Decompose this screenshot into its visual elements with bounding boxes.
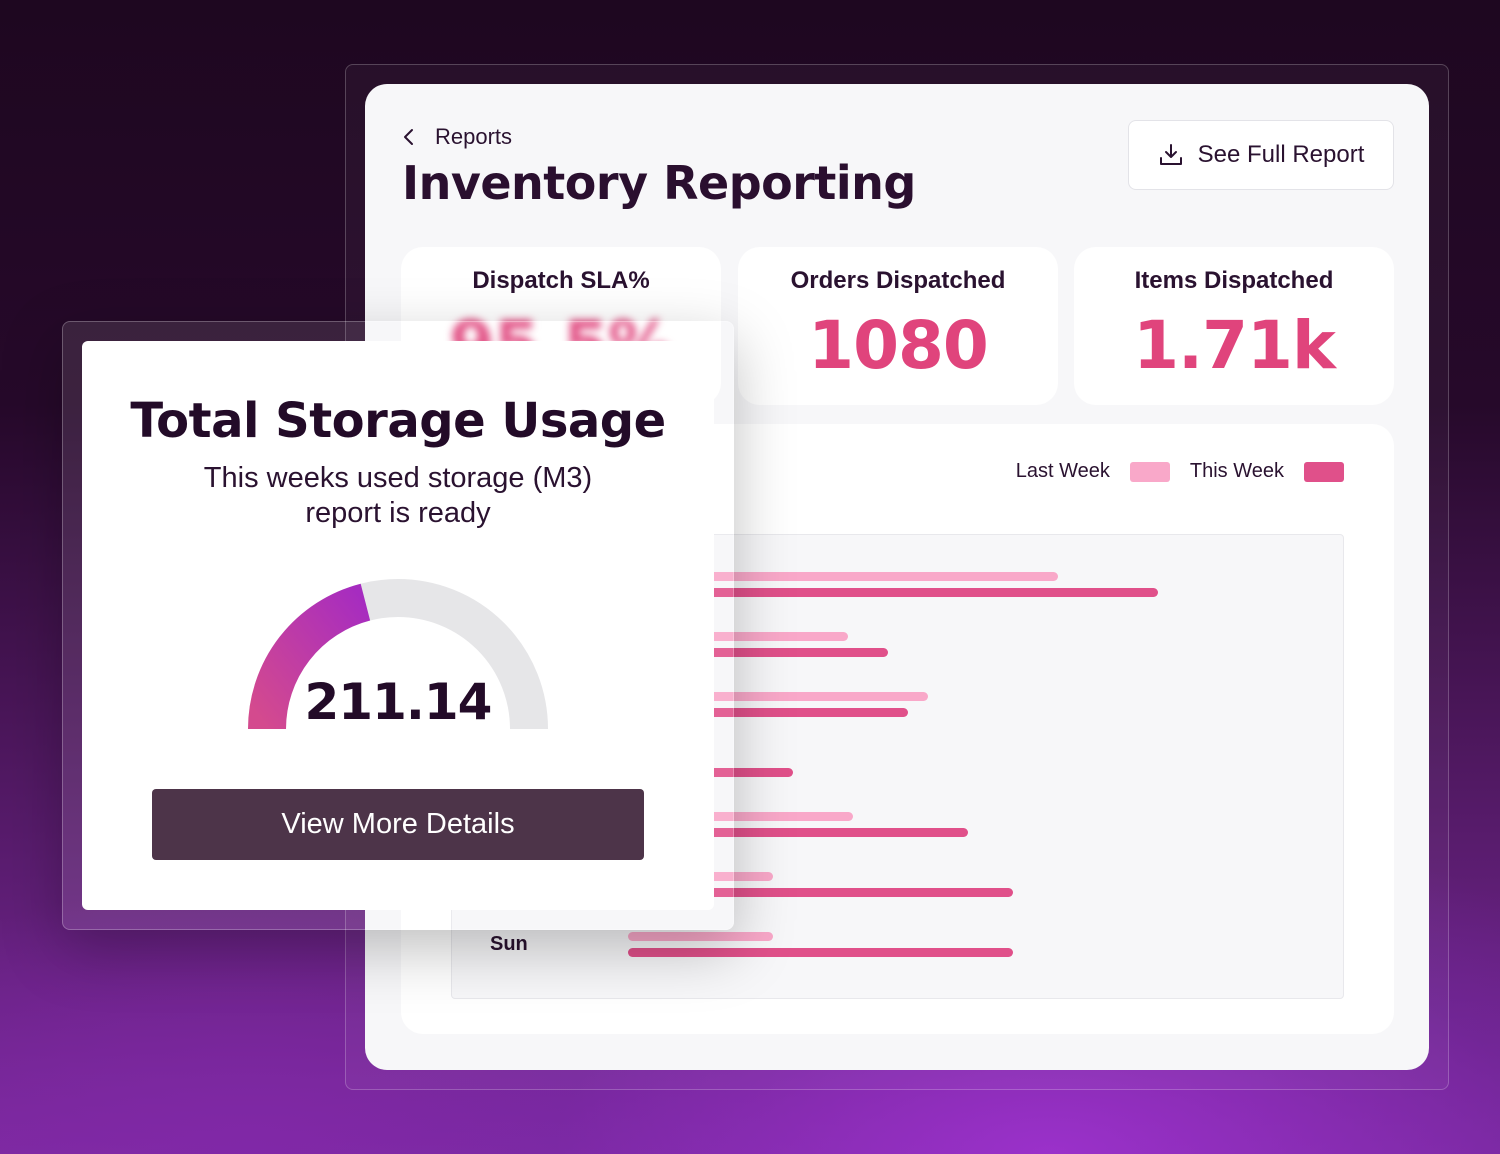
breadcrumb-label: Reports <box>435 124 513 149</box>
chart-legend: Last Week This Week <box>1016 460 1344 483</box>
breadcrumb[interactable]: Reports <box>401 124 512 150</box>
kpi-label: Items Dispatched <box>1134 267 1334 294</box>
kpi-value: 1080 <box>808 307 989 384</box>
bar-last-week-mon <box>628 572 1058 581</box>
kpi-value: 1.71k <box>1133 307 1336 384</box>
storage-gauge <box>248 579 548 730</box>
bar-this-week-fri <box>628 828 968 837</box>
download-icon <box>1159 144 1182 165</box>
page-title: Inventory Reporting <box>402 156 916 210</box>
bar-this-week-wed <box>628 708 908 717</box>
bar-this-week-sun <box>628 948 1013 957</box>
legend-swatch-this-week <box>1304 461 1344 482</box>
kpi-orders-dispatched: Orders Dispatched 1080 <box>738 247 1058 405</box>
gauge-value: 211.14 <box>304 673 493 731</box>
kpi-items-dispatched: Items Dispatched 1.71k <box>1074 247 1394 405</box>
bar-last-week-wed <box>628 692 928 701</box>
bar-this-week-sat <box>628 888 1013 897</box>
category-label-sun: Sun <box>490 933 528 955</box>
view-more-details-button[interactable]: View More Details <box>152 789 644 860</box>
legend-label-last-week: Last Week <box>1015 460 1110 482</box>
chevron-left-icon <box>404 129 413 145</box>
bar-last-week-tue <box>628 632 848 641</box>
bar-this-week-mon <box>628 588 1158 597</box>
kpi-label: Orders Dispatched <box>790 267 1006 294</box>
storage-usage-card: Total Storage Usage This weeks used stor… <box>82 341 714 910</box>
bar-last-week-sun <box>628 932 773 941</box>
see-full-report-button[interactable]: See Full Report <box>1128 120 1394 190</box>
legend-label-this-week: This Week <box>1189 460 1284 482</box>
gauge-fill <box>248 583 371 730</box>
bar-this-week-tue <box>628 648 888 657</box>
kpi-label: Dispatch SLA% <box>472 267 650 294</box>
bar-last-week-fri <box>628 812 853 821</box>
storage-subtitle: This weeks used storage (M3) report is r… <box>203 462 593 529</box>
storage-title: Total Storage Usage <box>130 393 666 449</box>
see-full-report-label: See Full Report <box>1197 141 1365 168</box>
legend-swatch-last-week <box>1129 461 1170 482</box>
